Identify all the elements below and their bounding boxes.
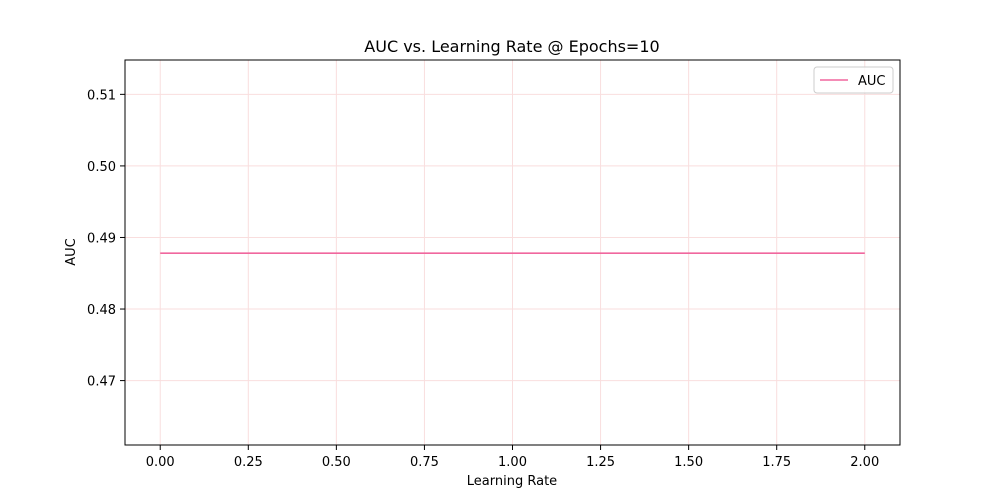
- x-tick-label: 0.50: [322, 455, 351, 470]
- legend: AUC: [813, 66, 894, 94]
- y-tick-label: 0.48: [87, 303, 116, 318]
- x-tick-label: 1.75: [762, 455, 791, 470]
- x-axis-label: Learning Rate: [467, 474, 557, 489]
- x-tick-label: 1.00: [498, 455, 527, 470]
- x-tick-label: 1.50: [674, 455, 703, 470]
- x-tick-label: 0.00: [146, 455, 175, 470]
- y-tick-label: 0.50: [87, 160, 116, 175]
- y-tick-label: 0.51: [87, 88, 116, 103]
- x-axis-ticks: 0.00 0.25 0.50 0.75 1.00 1.25 1.50 1.75 2.00: [146, 445, 879, 470]
- x-tick-label: 0.75: [410, 455, 439, 470]
- y-axis-label: AUC: [64, 238, 79, 266]
- legend-box: [813, 66, 894, 94]
- y-axis-ticks: 0.47 0.48 0.49 0.50 0.51: [87, 88, 125, 390]
- y-tick-label: 0.49: [87, 231, 116, 246]
- x-tick-label: 2.00: [850, 455, 879, 470]
- chart-title: AUC vs. Learning Rate @ Epochs=10: [364, 37, 659, 56]
- y-tick-label: 0.47: [87, 375, 116, 390]
- legend-label-auc: AUC: [858, 74, 886, 89]
- x-tick-label: 0.25: [234, 455, 263, 470]
- x-tick-label: 1.25: [586, 455, 615, 470]
